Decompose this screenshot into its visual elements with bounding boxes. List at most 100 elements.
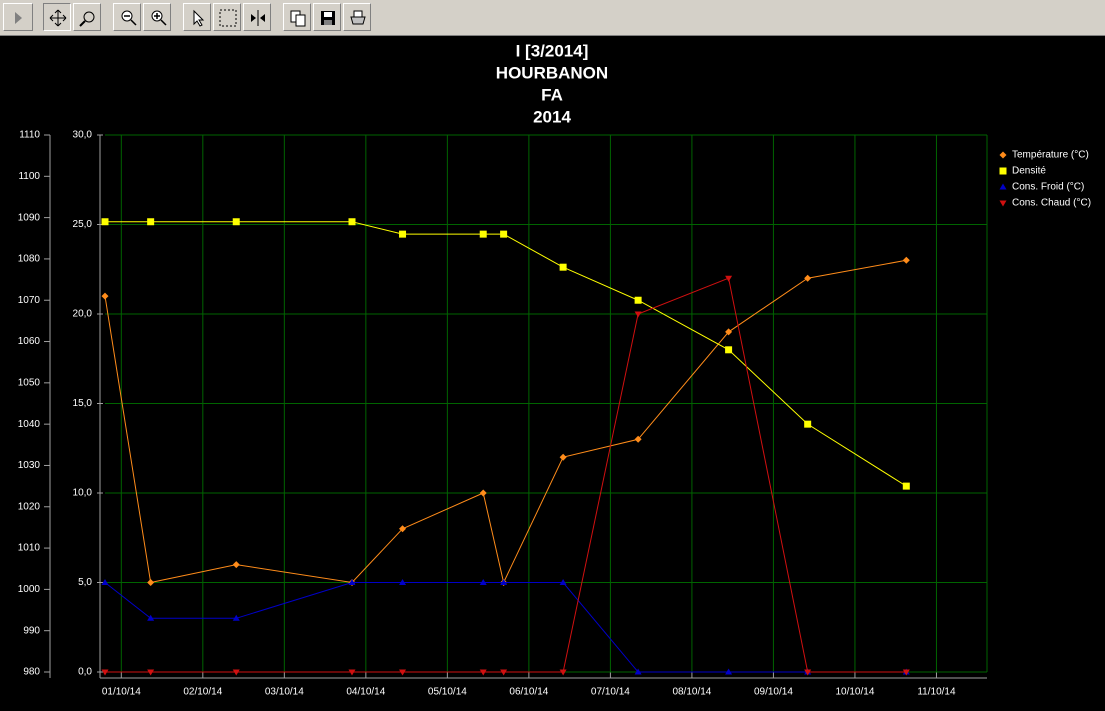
marker: [725, 328, 733, 336]
series-line: [104, 582, 907, 673]
y2-tick-label: 1080: [18, 254, 41, 265]
marker: [399, 525, 407, 533]
copy-button[interactable]: [283, 3, 311, 31]
x-tick-label: 07/10/14: [591, 687, 630, 698]
select-button[interactable]: [183, 3, 211, 31]
zoom-out-button[interactable]: [113, 3, 141, 31]
marker: [902, 669, 910, 676]
legend-label: Température (°C): [1012, 150, 1089, 161]
marker: [147, 669, 155, 676]
marker: [101, 292, 109, 300]
marker: [725, 668, 733, 675]
y2-tick-label: 1010: [18, 543, 41, 554]
y2-tick-label: 1090: [18, 212, 41, 223]
y-tick-label: 25,0: [73, 219, 93, 230]
y2-tick-label: 1040: [18, 419, 41, 430]
marker: [634, 311, 642, 318]
series-line: [104, 259, 907, 585]
marker: [348, 218, 356, 226]
chart-title: FA: [541, 85, 563, 104]
marker: [634, 435, 642, 443]
marker: [559, 263, 567, 271]
x-tick-label: 09/10/14: [754, 687, 793, 698]
play-button[interactable]: [3, 3, 33, 31]
marker: [399, 669, 407, 676]
x-tick-label: 08/10/14: [672, 687, 711, 698]
y2-tick-label: 1060: [18, 336, 41, 347]
marker: [559, 579, 567, 585]
y-tick-label: 15,0: [73, 398, 93, 409]
marker: [232, 561, 240, 569]
legend-marker: [999, 167, 1007, 175]
y-tick-label: 20,0: [73, 309, 93, 320]
marker: [559, 453, 567, 461]
chart-title: 2014: [533, 107, 571, 126]
marker: [804, 669, 812, 676]
marker: [232, 218, 240, 226]
y-tick-label: 5,0: [78, 577, 92, 588]
marker: [147, 614, 155, 621]
x-tick-label: 01/10/14: [102, 687, 141, 698]
marker: [101, 579, 109, 585]
legend-marker: [999, 200, 1007, 207]
marker: [147, 218, 155, 226]
marker: [725, 346, 733, 354]
marker: [500, 230, 508, 238]
marker: [101, 218, 109, 226]
marker: [101, 669, 109, 676]
print-button[interactable]: [343, 3, 371, 31]
y-tick-label: 0,0: [78, 667, 92, 678]
marker: [500, 669, 508, 676]
marker: [348, 579, 356, 585]
series-line: [105, 221, 907, 487]
marker: [634, 296, 642, 304]
marker: [804, 274, 812, 282]
y2-tick-label: 1030: [18, 460, 41, 471]
pan-button[interactable]: [43, 3, 71, 31]
x-tick-label: 10/10/14: [835, 687, 874, 698]
marker: [804, 420, 812, 428]
zoom-in-button[interactable]: [143, 3, 171, 31]
x-tick-label: 06/10/14: [509, 687, 548, 698]
chart-title: HOURBANON: [496, 63, 608, 82]
marker: [399, 579, 407, 585]
marker: [348, 669, 356, 676]
legend-marker: [999, 183, 1007, 190]
rect-select-button[interactable]: [213, 3, 241, 31]
marker: [479, 489, 487, 497]
chart-title: I [3/2014]: [516, 41, 589, 60]
marker: [479, 579, 487, 585]
marker: [232, 669, 240, 676]
x-tick-label: 11/10/14: [917, 687, 956, 698]
y2-tick-label: 1100: [18, 171, 40, 182]
marker: [147, 579, 155, 586]
y2-tick-label: 1050: [18, 377, 41, 388]
y2-tick-label: 990: [23, 625, 40, 636]
chart-background: [0, 36, 1105, 711]
marker: [500, 579, 508, 585]
marker: [479, 230, 487, 238]
marker: [399, 230, 407, 238]
marker: [559, 669, 567, 676]
y2-tick-label: 1000: [18, 584, 41, 595]
marker: [232, 614, 240, 621]
legend-label: Densité: [1012, 166, 1046, 177]
y-tick-label: 10,0: [73, 488, 93, 499]
legend-marker: [999, 151, 1007, 159]
zoom-area-button[interactable]: [73, 3, 101, 31]
y2-tick-label: 980: [23, 667, 40, 678]
marker: [634, 668, 642, 675]
marker: [902, 482, 910, 490]
y2-tick-label: 1110: [19, 130, 40, 141]
x-tick-label: 04/10/14: [346, 687, 385, 698]
legend-label: Cons. Chaud (°C): [1012, 198, 1091, 209]
cursor-button[interactable]: [243, 3, 271, 31]
x-tick-label: 03/10/14: [265, 687, 304, 698]
marker: [479, 669, 487, 676]
save-button[interactable]: [313, 3, 341, 31]
x-tick-label: 02/10/14: [183, 687, 222, 698]
toolbar: [0, 0, 1105, 36]
x-tick-label: 05/10/14: [428, 687, 467, 698]
